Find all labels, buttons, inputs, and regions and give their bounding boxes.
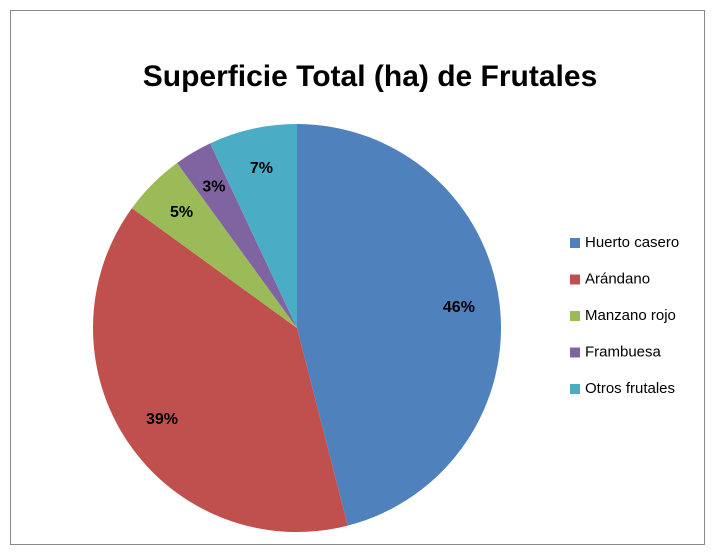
- data-label: 3%: [202, 179, 225, 196]
- chart-title: Superficie Total (ha) de Frutales: [143, 60, 598, 93]
- legend-label: Otros frutales: [585, 380, 675, 397]
- legend-swatch: [570, 311, 580, 321]
- legend-label: Huerto casero: [585, 234, 679, 251]
- pie-slice: [93, 208, 348, 533]
- pie-slice: [297, 124, 501, 526]
- legend-label: Manzano rojo: [585, 307, 676, 324]
- pie-slice: [131, 162, 297, 328]
- pie-slice: [177, 143, 297, 328]
- data-label: 46%: [443, 299, 475, 316]
- legend-swatch: [570, 238, 580, 248]
- data-label: 5%: [170, 204, 193, 221]
- data-label: 39%: [146, 411, 178, 428]
- legend-swatch: [570, 347, 580, 358]
- legend-swatch: [570, 274, 580, 285]
- legend-label: Arándano: [585, 270, 650, 287]
- pie-slice: [210, 124, 297, 328]
- legend-label: Frambuesa: [585, 343, 662, 360]
- legend-swatch: [570, 384, 580, 394]
- data-label: 7%: [250, 160, 273, 177]
